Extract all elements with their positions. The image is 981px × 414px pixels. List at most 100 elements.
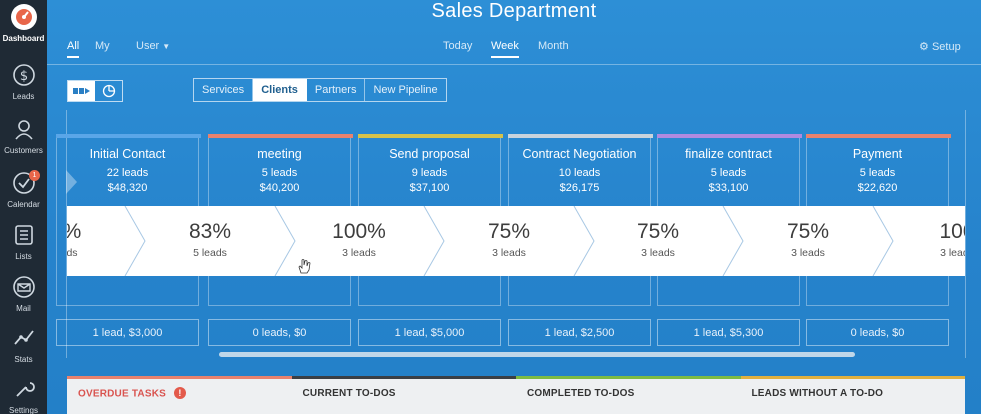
dashboard-icon (10, 4, 37, 30)
svg-text:$: $ (19, 69, 27, 84)
stage-column[interactable]: Send proposal 9 leads $37,100 (358, 134, 503, 306)
sidebar-item-mail[interactable]: Mail (0, 274, 47, 326)
sidebar-item-label: Dashboard (2, 34, 45, 43)
page-title: Sales Department (431, 0, 597, 22)
gear-icon: ⚙ (919, 41, 929, 53)
stage-amount: $48,320 (107, 182, 148, 194)
conversion-item: 75% 3 leads (598, 220, 718, 259)
sidebar-item-customers[interactable]: Customers (0, 116, 47, 168)
sidebar-item-label: Calendar (7, 200, 40, 209)
conversion-leads: 3 leads (791, 247, 825, 259)
sidebar-item-lists[interactable]: Lists (0, 222, 47, 274)
calendar-badge: 1 (29, 170, 40, 181)
stage-color-bar (358, 134, 503, 138)
hand-cursor-icon (298, 259, 311, 274)
stage-name: Initial Contact (89, 147, 166, 161)
stage-name: Payment (852, 147, 903, 161)
conversion-leads: 3 leads (641, 247, 675, 259)
conversion-percent: 100 (939, 220, 965, 243)
sidebar-item-label: Lists (15, 252, 32, 261)
stage-footer[interactable]: 1 lead, $5,300 (657, 319, 800, 346)
stage-amount: $22,620 (857, 182, 898, 194)
conversion-leads: 3 leads (492, 247, 526, 259)
chevron-down-icon: ▼ (162, 42, 171, 51)
period-month-tab[interactable]: Month (538, 40, 569, 52)
view-toggle (67, 80, 123, 102)
conversion-percent: 75% (487, 220, 531, 243)
pipeline-icon (72, 88, 90, 94)
conversion-item: 83% 5 leads (150, 220, 270, 259)
stage-footer[interactable]: 1 lead, $3,000 (56, 319, 199, 346)
stage-color-bar (208, 134, 353, 138)
stage-leads: 9 leads (411, 167, 448, 179)
tab-current-todos[interactable]: CURRENT TO-DOS (291, 376, 516, 414)
filter-clients[interactable]: Clients (253, 79, 307, 101)
calendar-check-icon (11, 170, 37, 196)
tab-label: CURRENT TO-DOS (302, 388, 396, 399)
stage-amount: $37,100 (409, 182, 450, 194)
conversion-leads: ds (67, 247, 78, 259)
tab-overdue-tasks[interactable]: OVERDUE TASKS! (67, 376, 292, 414)
stage-amount: $33,100 (708, 182, 749, 194)
user-filter-dropdown[interactable]: User ▼ (136, 40, 170, 52)
conversion-item: 100% 3 leads (299, 220, 419, 259)
list-icon (11, 222, 37, 248)
stage-color-bar (508, 134, 653, 138)
tab-completed-todos[interactable]: COMPLETED TO-DOS (516, 376, 741, 414)
sidebar-item-dashboard[interactable]: Dashboard (0, 4, 47, 56)
sidebar-item-stats[interactable]: Stats (0, 325, 47, 377)
pie-chart-icon (102, 84, 115, 98)
stage-footer[interactable]: 0 leads, $0 (208, 319, 351, 346)
tab-label: COMPLETED TO-DOS (527, 388, 635, 399)
stage-name: finalize contract (685, 147, 772, 161)
chart-view-button[interactable] (95, 81, 122, 101)
sidebar-item-calendar[interactable]: 1 Calendar (0, 170, 47, 222)
sidebar-item-settings[interactable]: Settings (0, 376, 47, 414)
sidebar-item-leads[interactable]: $ Leads (0, 62, 47, 114)
conversion-leads: 3 leads (940, 247, 965, 259)
stage-leads: 22 leads (106, 167, 149, 179)
sidebar-item-label: Customers (4, 146, 43, 155)
scope-my-tab[interactable]: My (95, 40, 110, 52)
filter-services[interactable]: Services (194, 79, 254, 101)
stage-leads: 10 leads (558, 167, 601, 179)
conversion-percent: 100% (332, 220, 386, 243)
pipeline-view-button[interactable] (68, 81, 95, 101)
stage-color-bar (657, 134, 802, 138)
setup-button[interactable]: ⚙ Setup (919, 40, 961, 53)
board-right-border (965, 110, 966, 358)
sidebar-item-label: Settings (9, 406, 38, 414)
stage-amount: $26,175 (559, 182, 600, 194)
stage-color-bar (56, 134, 201, 138)
scope-all-tab[interactable]: All (67, 40, 80, 58)
conversion-item: 75% 3 leads (748, 220, 868, 259)
dollar-icon: $ (11, 62, 37, 88)
sidebar-item-label: Leads (12, 92, 35, 101)
task-tabs: OVERDUE TASKS! CURRENT TO-DOS COMPLETED … (67, 376, 965, 414)
customers-icon (11, 116, 37, 142)
stage-footer[interactable]: 1 lead, $5,000 (358, 319, 501, 346)
stage-footer[interactable]: 1 lead, $2,500 (508, 319, 651, 346)
period-today-tab[interactable]: Today (443, 40, 473, 52)
tab-label: LEADS WITHOUT A TO-DO (751, 388, 884, 399)
stage-name: meeting (257, 147, 302, 161)
stage-footer[interactable]: 0 leads, $0 (806, 319, 949, 346)
scroll-left-arrow[interactable] (66, 170, 77, 194)
conversion-item: 100 3 leads (897, 220, 965, 259)
stage-leads: 5 leads (710, 167, 747, 179)
period-week-tab[interactable]: Week (491, 40, 519, 58)
pipeline-filter: Services Clients Partners New Pipeline (193, 78, 447, 102)
filter-partners[interactable]: Partners (307, 79, 366, 101)
user-filter-label: User (136, 40, 160, 52)
conversion-item: % ds (67, 220, 132, 259)
filter-new-pipeline[interactable]: New Pipeline (373, 84, 438, 96)
conversion-percent: 75% (636, 220, 680, 243)
setup-label: Setup (931, 41, 961, 53)
stage-color-bar (806, 134, 951, 138)
horizontal-scrollbar[interactable] (219, 352, 855, 357)
stage-amount: $40,200 (259, 182, 300, 194)
stats-icon (11, 325, 37, 351)
stage-leads: 5 leads (859, 167, 896, 179)
alert-icon: ! (173, 387, 186, 399)
tab-leads-without-todo[interactable]: LEADS WITHOUT A TO-DO (740, 376, 965, 414)
